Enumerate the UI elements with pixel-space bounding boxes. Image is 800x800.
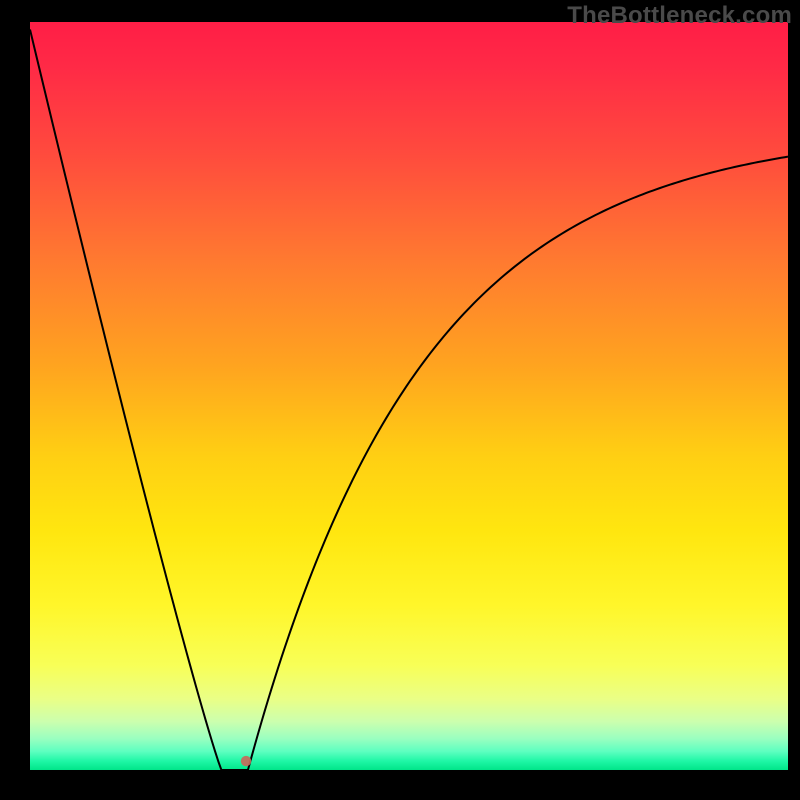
bottleneck-chart (0, 0, 800, 800)
chart-background (30, 22, 788, 770)
optimal-point-marker (241, 756, 251, 766)
watermark-text: TheBottleneck.com (567, 2, 792, 30)
chart-frame: TheBottleneck.com (0, 0, 800, 800)
